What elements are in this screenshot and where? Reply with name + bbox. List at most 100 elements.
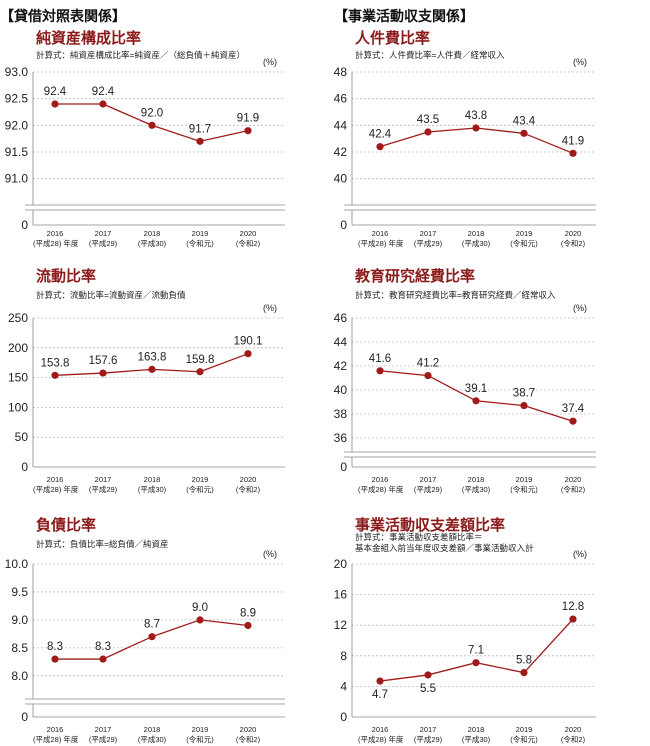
- x-tick-year: 2018: [468, 475, 485, 484]
- data-label: 8.7: [144, 619, 160, 631]
- x-tick-era: (平成29): [89, 734, 118, 744]
- x-tick-era: (令和2): [236, 238, 261, 248]
- y-tick-label: 0: [340, 710, 347, 724]
- data-point: [376, 677, 384, 685]
- formula-debt-ratio: 計算式：負債比率=総負債／純資産: [36, 539, 169, 549]
- x-tick-year: 2016: [372, 475, 389, 484]
- y-tick-label: 8.5: [11, 641, 28, 655]
- data-label: 92.4: [44, 86, 67, 98]
- unit-label: (%): [573, 303, 587, 313]
- y-tick-label: 0: [340, 460, 347, 474]
- x-tick-era: (平成30): [138, 238, 167, 248]
- unit-label: (%): [263, 57, 277, 67]
- data-label: 5.8: [516, 655, 532, 667]
- y-tick-label: 100: [8, 400, 28, 414]
- x-tick-year: 2017: [420, 725, 437, 734]
- chart-title-debt-ratio: 負債比率: [36, 517, 97, 534]
- y-tick-label: 36: [334, 431, 348, 445]
- data-label: 5.5: [420, 683, 436, 695]
- y-tick-label: 0: [21, 460, 28, 474]
- x-tick-era: (令和2): [236, 484, 261, 494]
- x-tick-era: (平成29): [89, 484, 118, 494]
- y-tick-label: 42: [334, 145, 348, 159]
- data-point: [196, 137, 204, 145]
- x-tick-year: 2018: [144, 229, 161, 238]
- x-tick-year: 2017: [420, 475, 437, 484]
- data-label: 7.1: [468, 645, 484, 657]
- x-tick-year: 2019: [192, 229, 209, 238]
- data-point: [51, 371, 59, 379]
- data-point: [520, 402, 528, 410]
- x-tick-era: (令和2): [561, 734, 586, 744]
- x-tick-year: 2016: [47, 229, 64, 238]
- x-tick-year: 2016: [47, 725, 64, 734]
- formula-activity-balance-ratio: 計算式：事業活動収支差額比率＝ 基本金組入前当年度収支差額／事業活動収入計: [355, 532, 534, 553]
- data-label: 157.6: [89, 355, 118, 367]
- x-tick-year: 2017: [95, 725, 112, 734]
- data-label: 41.2: [417, 358, 439, 370]
- y-tick-label: 0: [21, 710, 28, 724]
- data-point: [51, 100, 59, 108]
- data-label: 9.0: [192, 602, 208, 614]
- x-tick-era: (平成28) 年度: [33, 484, 79, 494]
- section-title-activity-income: 【事業活動収支関係】: [334, 8, 474, 24]
- x-tick-era: (令和元): [510, 484, 538, 494]
- data-label: 4.7: [372, 689, 388, 701]
- y-tick-label: 38: [334, 407, 348, 421]
- y-tick-label: 91.5: [5, 145, 29, 159]
- y-tick-label: 92.5: [5, 92, 29, 106]
- x-tick-era: (平成28) 年度: [358, 484, 404, 494]
- data-label: 38.7: [513, 388, 535, 400]
- y-tick-label: 250: [8, 311, 28, 325]
- chart-title-net-assets-ratio: 純資産構成比率: [36, 30, 142, 47]
- x-tick-era: (令和2): [236, 734, 261, 744]
- x-tick-year: 2018: [468, 725, 485, 734]
- y-tick-label: 46: [334, 92, 348, 106]
- data-label: 12.8: [562, 601, 584, 613]
- data-point: [148, 633, 156, 641]
- y-tick-label: 150: [8, 371, 28, 385]
- x-tick-year: 2019: [516, 725, 533, 734]
- data-point: [51, 655, 59, 663]
- y-tick-label: 46: [334, 311, 348, 325]
- unit-label: (%): [263, 549, 277, 559]
- x-tick-era: (令和元): [186, 734, 214, 744]
- data-label: 8.3: [47, 641, 63, 653]
- data-point: [472, 124, 480, 132]
- y-tick-label: 12: [334, 618, 348, 632]
- data-point: [569, 417, 577, 425]
- x-tick-year: 2020: [240, 725, 257, 734]
- data-label: 91.9: [237, 113, 259, 125]
- data-point: [520, 669, 528, 677]
- x-tick-era: (平成30): [138, 484, 167, 494]
- data-label: 42.4: [369, 129, 392, 141]
- series-line: [379, 127, 574, 154]
- formula-net-assets-ratio: 計算式：純資産構成比率=純資産／（総負債＋純資産）: [36, 50, 245, 60]
- data-label: 41.6: [369, 353, 391, 365]
- data-label: 163.8: [138, 351, 167, 363]
- data-label: 159.8: [186, 354, 215, 366]
- data-point: [520, 129, 528, 137]
- data-point: [148, 121, 156, 129]
- y-tick-label: 16: [334, 588, 348, 602]
- y-tick-label: 48: [334, 65, 348, 79]
- y-tick-label: 4: [340, 679, 347, 693]
- data-label: 92.0: [141, 107, 163, 119]
- y-tick-label: 10.0: [5, 557, 29, 571]
- data-point: [472, 397, 480, 405]
- x-tick-year: 2020: [240, 229, 257, 238]
- data-label: 153.8: [41, 357, 70, 369]
- unit-label: (%): [573, 57, 587, 67]
- y-tick-label: 93.0: [5, 65, 29, 79]
- data-label: 43.8: [465, 110, 487, 122]
- x-tick-year: 2020: [565, 725, 582, 734]
- data-point: [244, 621, 252, 630]
- y-tick-label: 8: [340, 649, 347, 663]
- x-tick-year: 2020: [565, 475, 582, 484]
- y-tick-label: 42: [334, 359, 348, 373]
- x-tick-era: (平成28) 年度: [33, 734, 79, 744]
- data-point: [376, 143, 384, 151]
- data-label: 190.1: [234, 336, 263, 348]
- x-tick-year: 2020: [565, 229, 582, 238]
- x-tick-era: (平成30): [462, 238, 491, 248]
